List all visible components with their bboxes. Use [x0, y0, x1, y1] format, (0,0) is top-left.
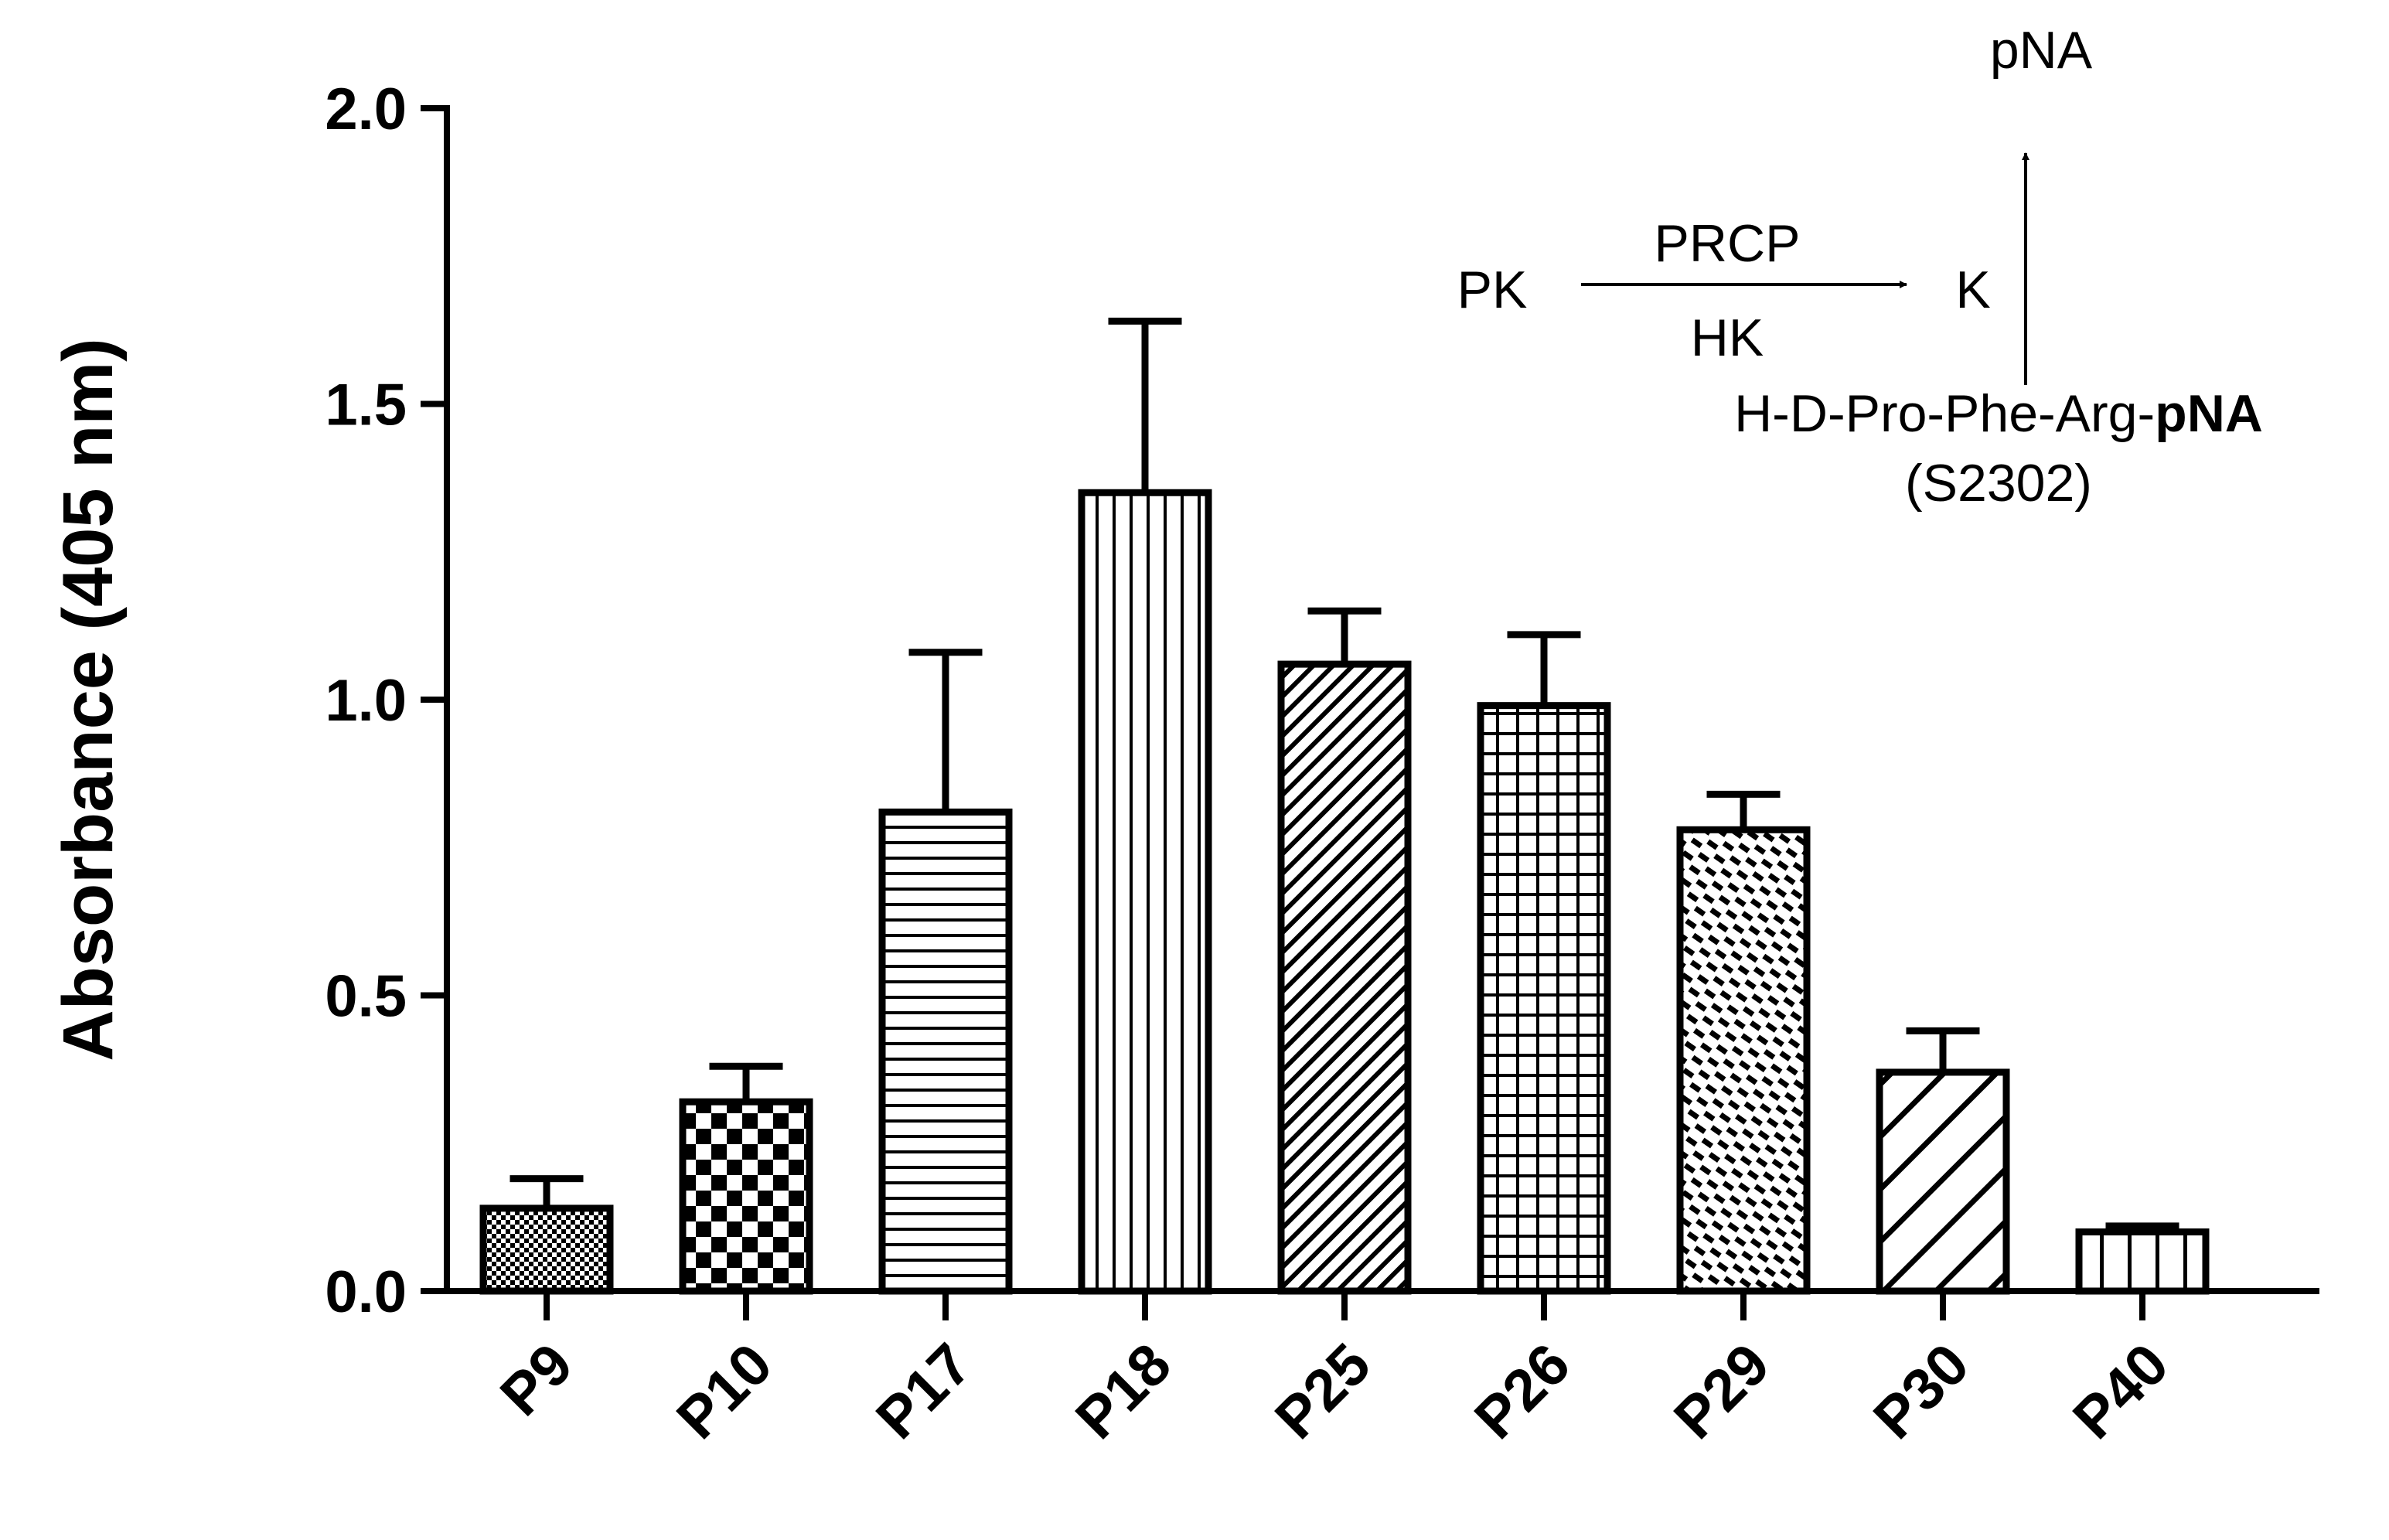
reaction-product-k: K	[1955, 261, 1990, 319]
substrate-code: (S2302)	[1905, 454, 2092, 513]
bar-p30	[1876, 1068, 2010, 1295]
bar-p25	[1277, 660, 1412, 1295]
y-tick-label: 0.5	[325, 964, 407, 1030]
x-tick-label: P29	[1661, 1331, 1782, 1452]
bar-p17	[878, 808, 1013, 1295]
x-tick-label: P17	[864, 1331, 984, 1452]
y-tick-label: 0.0	[325, 1259, 407, 1325]
y-tick-label: 1.5	[325, 373, 407, 438]
bar-p26	[1477, 702, 1611, 1295]
reaction-enzyme-bottom: HK	[1691, 308, 1764, 367]
substrate-name: H-D-Pro-Phe-Arg-pNA	[1734, 384, 2263, 443]
bar-p18	[1078, 489, 1212, 1295]
substrate-prefix: H-D-Pro-Phe-Arg-	[1734, 384, 2155, 443]
y-tick-label: 1.0	[325, 668, 407, 734]
reaction-scheme: pNA PK PRCP HK K H-D-Pro-Phe-Arg-pNA (S2…	[1457, 21, 2263, 513]
reaction-product: pNA	[1990, 21, 2093, 80]
x-tick-label: P25	[1263, 1331, 1383, 1452]
bar-p9	[479, 1204, 614, 1295]
x-tick-label: P40	[2060, 1331, 2181, 1452]
bar-p29	[1676, 826, 1811, 1295]
x-tick-label: P18	[1063, 1331, 1184, 1452]
substrate-pna: pNA	[2155, 384, 2263, 443]
bar-p40	[2075, 1228, 2210, 1295]
y-tick-label: 2.0	[325, 77, 407, 142]
x-tick-label: P10	[664, 1331, 785, 1452]
bar-p10	[679, 1098, 813, 1295]
y-axis-label: Absorbance (405 nm)	[49, 338, 128, 1061]
reaction-enzyme-top: PRCP	[1655, 214, 1801, 273]
x-tick-label: P26	[1462, 1331, 1583, 1452]
x-tick-label: P9	[488, 1331, 585, 1429]
reaction-substrate-pk: PK	[1457, 261, 1528, 319]
x-tick-label: P30	[1861, 1331, 1982, 1452]
